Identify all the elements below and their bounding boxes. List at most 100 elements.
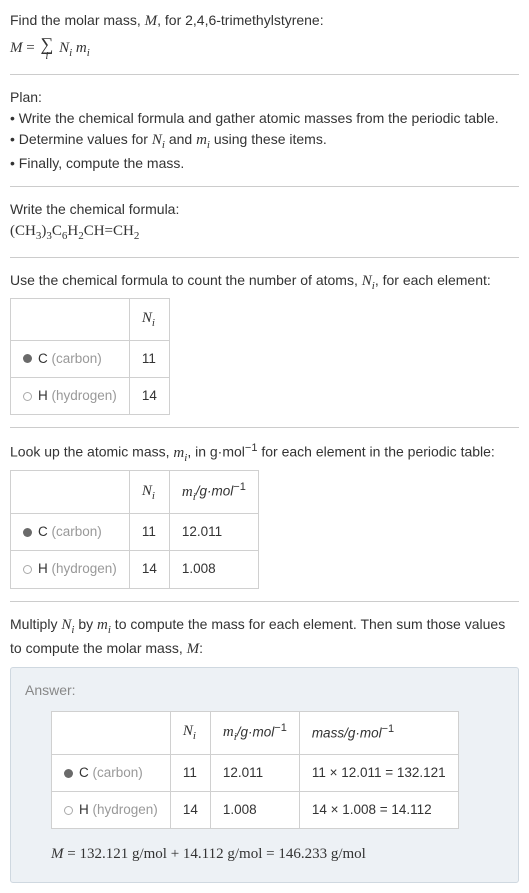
lookup-text-1: Look up the atomic mass, — [10, 444, 173, 460]
table-row: H (hydrogen) 14 — [11, 377, 170, 414]
header-mi: mi/g·mol−1 — [169, 471, 258, 514]
cell-mass: 1.008 — [210, 791, 299, 828]
element-name: (hydrogen) — [93, 802, 158, 817]
unit-text: /g·mol — [237, 724, 275, 739]
table-atomic-mass: Ni mi/g·mol−1 C (carbon) 11 12.011 H (hy… — [10, 470, 259, 589]
cell-count: 14 — [129, 377, 169, 414]
element-bullet-icon — [23, 528, 32, 537]
divider — [10, 601, 519, 602]
intro-section: Find the molar mass, M, for 2,4,6-trimet… — [10, 10, 519, 62]
count-section: Use the chemical formula to count the nu… — [10, 270, 519, 416]
cell-mass: 1.008 — [169, 551, 258, 588]
cell-element: C (carbon) — [11, 340, 130, 377]
var-mi-3: mi — [97, 617, 111, 633]
plan-bullet-2c: using these items. — [210, 131, 327, 147]
plan-bullet-2a: • Determine values for — [10, 131, 152, 147]
cell-total: 14 × 1.008 = 14.112 — [299, 791, 458, 828]
count-text-2: , for each element: — [375, 272, 491, 288]
mult-text-4: : — [199, 640, 203, 656]
cell-total: 11 × 12.011 = 132.121 — [299, 754, 458, 791]
intro-text-1: Find the molar mass, — [10, 12, 145, 28]
lookup-section: Look up the atomic mass, mi, in g·mol−1 … — [10, 440, 519, 589]
cell-mass: 12.011 — [169, 514, 258, 551]
answer-final: M = 132.121 g/mol + 14.112 g/mol = 146.2… — [51, 843, 504, 866]
table-row: H (hydrogen) 14 1.008 — [11, 551, 259, 588]
divider — [10, 257, 519, 258]
table-row: C (carbon) 11 — [11, 340, 170, 377]
element-bullet-icon — [23, 565, 32, 574]
element-name: (carbon) — [52, 524, 102, 539]
chem-formula: (CH3)3C6H2CH=CH2 — [10, 220, 519, 245]
header-Ni: Ni — [129, 471, 169, 514]
element-bullet-icon — [23, 392, 32, 401]
table-row: H (hydrogen) 14 1.008 14 × 1.008 = 14.11… — [52, 791, 459, 828]
table-answer: Ni mi/g·mol−1 mass/g·mol−1 C (carbon) 11… — [51, 711, 459, 830]
plan-bullet-2b: and — [165, 131, 196, 147]
exp-neg1: −1 — [245, 442, 258, 454]
plan-bullet-1: • Write the chemical formula and gather … — [10, 108, 519, 129]
answer-box: Answer: Ni mi/g·mol−1 mass/g·mol−1 C (ca… — [10, 667, 519, 883]
cell-element: C (carbon) — [52, 754, 171, 791]
count-text-1: Use the chemical formula to count the nu… — [10, 272, 362, 288]
var-mi-2: mi — [173, 445, 187, 461]
intro-text-2: , for 2,4,6-trimethylstyrene: — [157, 12, 324, 28]
header-mi: mi/g·mol−1 — [210, 711, 299, 754]
final-equation: = 132.121 g/mol + 14.112 g/mol = 146.233… — [64, 846, 366, 862]
element-name: (hydrogen) — [52, 388, 117, 403]
var-mi: mi — [196, 132, 210, 148]
chem-title: Write the chemical formula: — [10, 199, 519, 220]
header-empty — [11, 471, 130, 514]
multiply-section: Multiply Ni by mi to compute the mass fo… — [10, 614, 519, 661]
var-M-final: M — [51, 846, 64, 862]
var-M: M — [145, 13, 158, 29]
plan-section: Plan: • Write the chemical formula and g… — [10, 87, 519, 175]
table-row: Ni — [11, 299, 170, 341]
divider — [10, 74, 519, 75]
element-bullet-icon — [64, 806, 73, 815]
table-row: C (carbon) 11 12.011 — [11, 514, 259, 551]
cell-count: 14 — [170, 791, 210, 828]
plan-bullet-3: • Finally, compute the mass. — [10, 153, 519, 174]
formula-molar-mass: M = ∑i Ni mi — [10, 35, 519, 62]
element-bullet-icon — [64, 769, 73, 778]
element-bullet-icon — [23, 354, 32, 363]
cell-count: 11 — [129, 340, 169, 377]
cell-mass: 12.011 — [210, 754, 299, 791]
element-symbol: H — [79, 802, 89, 817]
mult-text-1: Multiply — [10, 616, 61, 632]
cell-element: H (hydrogen) — [11, 377, 130, 414]
header-empty — [11, 299, 130, 341]
cell-count: 11 — [129, 514, 169, 551]
var-Ni-2: Ni — [362, 273, 375, 289]
chem-formula-section: Write the chemical formula: (CH3)3C6H2CH… — [10, 199, 519, 245]
cell-element: H (hydrogen) — [52, 791, 171, 828]
plan-title: Plan: — [10, 87, 519, 108]
unit-text: /g·mol — [196, 484, 234, 499]
table-row: C (carbon) 11 12.011 11 × 12.011 = 132.1… — [52, 754, 459, 791]
var-Ni: Ni — [152, 132, 165, 148]
mult-text-2: by — [74, 616, 97, 632]
cell-element: H (hydrogen) — [11, 551, 130, 588]
var-Ni-3: Ni — [61, 617, 74, 633]
element-symbol: C — [79, 765, 89, 780]
cell-count: 14 — [129, 551, 169, 588]
answer-label: Answer: — [25, 680, 504, 701]
element-symbol: C — [38, 524, 48, 539]
var-M-2: M — [187, 641, 200, 657]
element-symbol: C — [38, 351, 48, 366]
cell-count: 11 — [170, 754, 210, 791]
table-atom-count: Ni C (carbon) 11 H (hydrogen) 14 — [10, 298, 170, 415]
header-Ni: Ni — [129, 299, 169, 341]
element-name: (hydrogen) — [52, 561, 117, 576]
header-mass: mass/g·mol−1 — [299, 711, 458, 754]
lookup-text-2: , in g·mol — [187, 444, 245, 460]
header-empty — [52, 711, 171, 754]
header-Ni: Ni — [170, 711, 210, 754]
element-symbol: H — [38, 388, 48, 403]
divider — [10, 427, 519, 428]
element-symbol: H — [38, 561, 48, 576]
divider — [10, 186, 519, 187]
element-name: (carbon) — [52, 351, 102, 366]
mass-header-text: mass/g·mol — [312, 726, 382, 741]
element-name: (carbon) — [93, 765, 143, 780]
